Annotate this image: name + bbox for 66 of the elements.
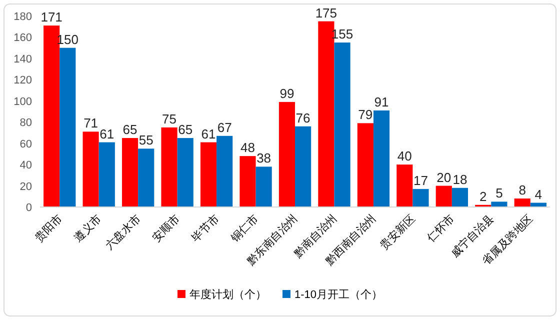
x-tick-label: 仁怀市 — [424, 212, 458, 244]
data-label: 65 — [122, 122, 138, 138]
legend-label: 年度计划（个） — [189, 288, 266, 301]
data-label: 18 — [452, 172, 468, 187]
bar — [256, 166, 272, 207]
y-tick-label: 120 — [14, 74, 32, 87]
bar — [200, 142, 217, 207]
data-label: 175 — [315, 5, 338, 20]
bar — [373, 110, 390, 207]
data-label: 17 — [414, 172, 428, 188]
data-label: 61 — [201, 126, 216, 142]
data-label: 48 — [240, 140, 255, 156]
bar — [514, 198, 530, 207]
bar — [357, 123, 374, 207]
y-tick-label: 140 — [14, 53, 32, 66]
x-tick-label: 贵安新区 — [378, 212, 418, 252]
y-tick-label: 60 — [20, 138, 32, 150]
bar — [452, 188, 468, 207]
x-tick-label: 贵阳市 — [32, 212, 65, 244]
data-label: 4 — [534, 186, 542, 202]
bar — [161, 127, 178, 207]
y-tick-label: 180 — [14, 11, 32, 23]
data-label: 67 — [217, 120, 232, 135]
bar — [278, 102, 295, 207]
data-label: 71 — [84, 116, 98, 131]
y-tick-label: 0 — [26, 202, 32, 214]
bar — [412, 188, 429, 207]
legend-label: 1-10月开工（个） — [294, 289, 383, 301]
x-tick-label: 铜仁市 — [228, 212, 261, 246]
data-label: 40 — [397, 148, 412, 164]
x-tick-label: 毕节市 — [189, 212, 222, 244]
bar — [82, 132, 99, 207]
data-label: 55 — [138, 132, 154, 148]
data-label: 99 — [280, 86, 294, 101]
x-tick-label: 遵义市 — [71, 212, 104, 244]
bar — [216, 136, 233, 207]
bar — [122, 138, 138, 207]
x-tick-label: 安顺市 — [150, 212, 182, 244]
y-tick-label: 80 — [20, 117, 32, 130]
data-label: 76 — [296, 110, 310, 126]
data-label: 2 — [479, 188, 487, 204]
bar — [177, 138, 194, 207]
data-label: 171 — [40, 10, 62, 25]
y-tick-label: 40 — [20, 160, 32, 172]
bar — [295, 126, 312, 207]
bar — [396, 164, 413, 207]
data-label: 61 — [100, 126, 114, 142]
bar — [334, 42, 350, 207]
bar — [491, 202, 508, 207]
bar — [240, 156, 256, 207]
bar — [60, 48, 76, 207]
y-tick-label: 100 — [14, 96, 32, 108]
x-tick-label: 六盘水市 — [102, 212, 144, 252]
data-label: 38 — [256, 150, 272, 166]
bar — [98, 142, 115, 207]
data-label: 65 — [178, 122, 193, 138]
y-tick-label: 20 — [20, 180, 32, 193]
bar — [436, 186, 452, 207]
data-label: 20 — [436, 170, 452, 185]
data-label: 91 — [374, 94, 389, 110]
data-label: 79 — [358, 107, 373, 122]
data-label: 5 — [496, 186, 503, 201]
data-label: 8 — [518, 182, 526, 198]
data-label: 75 — [162, 111, 176, 126]
bar — [138, 148, 154, 207]
y-tick-label: 160 — [14, 32, 32, 44]
